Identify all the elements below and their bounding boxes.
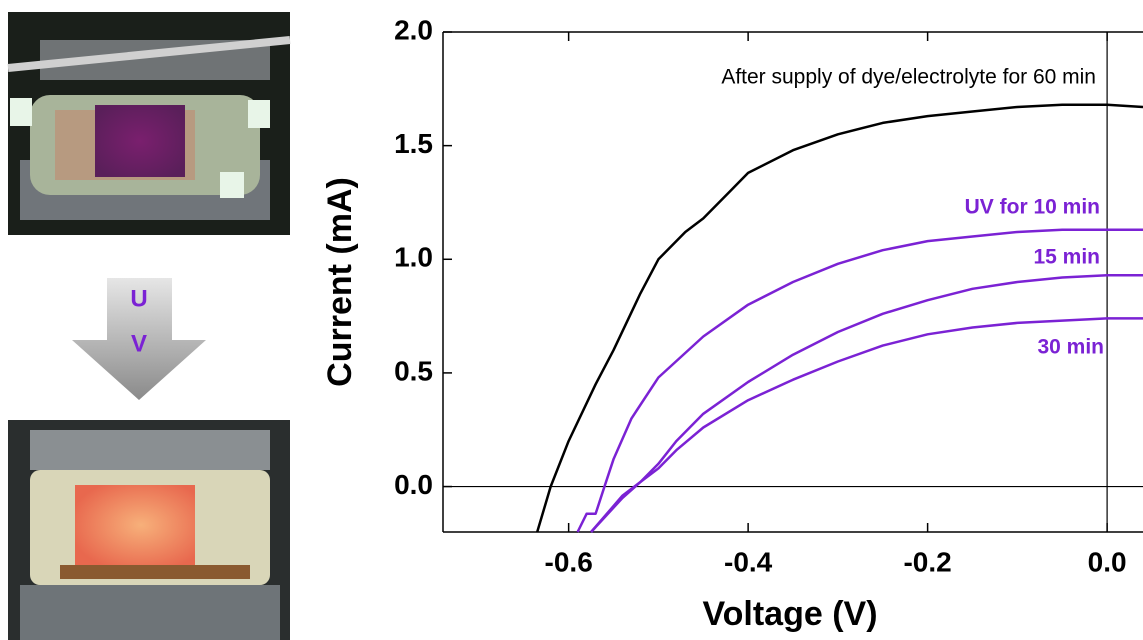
- series-label: 30 min: [1037, 336, 1104, 359]
- series-line: [576, 228, 1143, 533]
- series-line: [590, 317, 1143, 533]
- y-axis-title: Current (mA): [321, 177, 359, 387]
- x-tick-label: 0.0: [1088, 546, 1127, 577]
- series-label: UV for 10 min: [965, 196, 1100, 219]
- y-tick-label: 0.5: [394, 355, 433, 386]
- x-tick-label: -0.4: [724, 546, 773, 577]
- series-label: After supply of dye/electrolyte for 60 m…: [721, 66, 1096, 89]
- y-tick-label: 0.0: [394, 469, 433, 500]
- y-tick-label: 1.5: [394, 128, 433, 159]
- chart: Current (mA) Voltage (V) 0.0 0.5 1.0 1.5 2.0…: [321, 14, 1143, 633]
- x-axis-title: Voltage (V): [702, 595, 877, 633]
- photo-after: [8, 420, 290, 640]
- arrow-label: V: [131, 330, 147, 357]
- y-tick-label: 2.0: [394, 14, 433, 45]
- uv-arrow: U V: [72, 278, 206, 400]
- y-tick-label: 1.0: [394, 242, 433, 273]
- series-label: 15 min: [1033, 246, 1100, 269]
- arrow-label: U: [130, 285, 147, 312]
- series-line: [590, 273, 1143, 533]
- series-line: [536, 103, 1143, 533]
- x-tick-label: -0.6: [545, 546, 593, 577]
- x-tick-label: -0.2: [903, 546, 951, 577]
- photo-before: [7, 12, 291, 235]
